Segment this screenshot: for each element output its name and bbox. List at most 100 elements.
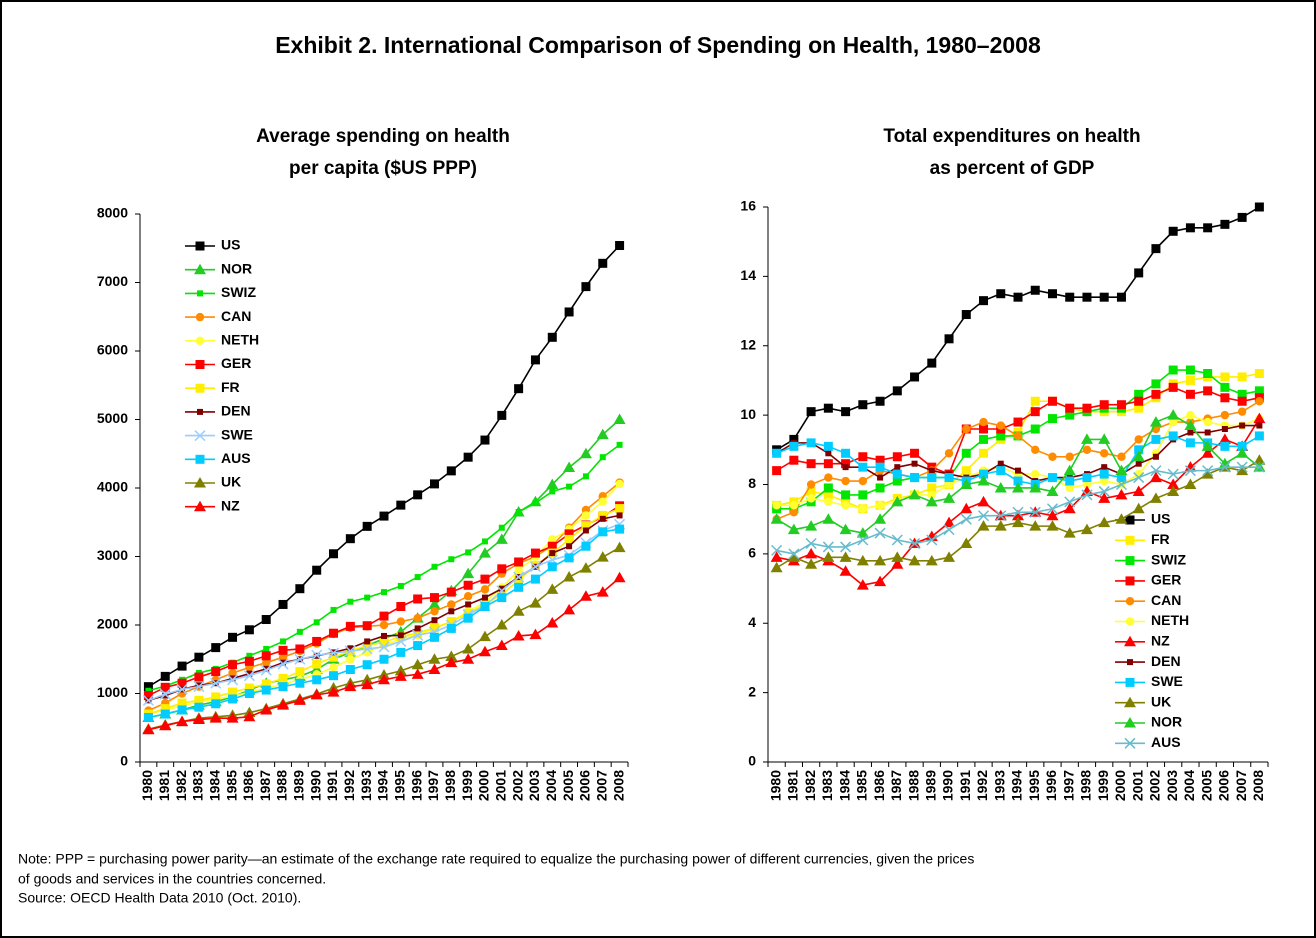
marker xyxy=(327,686,340,697)
marker xyxy=(875,501,885,510)
marker xyxy=(379,511,389,521)
x-tick-label: 2007 xyxy=(1233,770,1249,801)
legend-label: CAN xyxy=(1151,592,1181,608)
marker xyxy=(413,628,423,638)
marker xyxy=(877,474,884,481)
marker xyxy=(313,619,320,626)
marker xyxy=(143,682,153,692)
legend-label: US xyxy=(1151,511,1170,527)
marker xyxy=(839,565,852,576)
marker xyxy=(1167,485,1180,496)
x-tick-label: 1984 xyxy=(206,770,222,801)
marker xyxy=(1220,382,1230,392)
marker xyxy=(1220,219,1230,229)
marker xyxy=(278,599,288,609)
marker xyxy=(839,523,852,535)
marker xyxy=(463,592,473,601)
marker xyxy=(822,551,835,562)
marker xyxy=(414,574,421,581)
marker xyxy=(787,523,800,535)
note-line: Note: PPP = purchasing power parity—an e… xyxy=(18,851,974,867)
x-tick-label: 2005 xyxy=(1198,770,1214,801)
marker xyxy=(194,672,204,682)
marker xyxy=(579,562,592,573)
marker xyxy=(615,479,624,489)
marker xyxy=(211,643,221,653)
x-tick-label: 2004 xyxy=(543,770,559,801)
marker xyxy=(1201,468,1214,479)
marker xyxy=(960,513,972,525)
marker xyxy=(228,660,238,670)
marker xyxy=(277,658,289,670)
marker xyxy=(841,407,851,417)
marker xyxy=(943,551,956,562)
marker xyxy=(1254,202,1264,212)
marker xyxy=(228,632,238,642)
marker xyxy=(771,544,783,556)
marker xyxy=(244,656,254,666)
marker xyxy=(532,500,539,507)
marker xyxy=(345,621,355,631)
marker xyxy=(463,580,473,590)
marker xyxy=(564,307,574,317)
marker xyxy=(1185,375,1195,385)
marker xyxy=(1219,461,1231,473)
legend-label: NOR xyxy=(221,260,252,276)
x-tick-label: 1989 xyxy=(291,770,307,801)
marker xyxy=(142,694,154,706)
y-tick-label: 3000 xyxy=(97,547,128,563)
marker xyxy=(944,480,954,489)
marker xyxy=(979,448,989,458)
marker xyxy=(875,462,885,472)
marker xyxy=(1065,452,1074,461)
marker xyxy=(996,466,1006,476)
marker xyxy=(822,513,835,524)
marker xyxy=(1013,292,1023,302)
marker xyxy=(840,541,852,553)
chart-title: Average spending on health xyxy=(256,126,510,147)
marker xyxy=(977,520,990,531)
marker xyxy=(563,571,576,582)
marker xyxy=(1012,481,1024,493)
marker xyxy=(874,513,887,524)
marker xyxy=(429,593,439,603)
marker xyxy=(446,623,456,633)
marker xyxy=(481,538,488,545)
marker xyxy=(1151,389,1161,399)
marker xyxy=(1168,382,1178,392)
marker xyxy=(841,459,851,469)
marker xyxy=(1080,523,1093,535)
legend-label: NZ xyxy=(221,497,240,513)
legend-label: SWIZ xyxy=(1151,551,1186,567)
marker xyxy=(195,682,202,689)
marker xyxy=(563,461,576,472)
marker xyxy=(1134,445,1144,455)
marker xyxy=(478,547,491,558)
marker xyxy=(1031,469,1040,479)
marker xyxy=(1134,435,1143,444)
marker xyxy=(546,478,559,490)
marker xyxy=(280,638,287,645)
marker xyxy=(979,469,989,479)
marker xyxy=(1239,422,1246,429)
marker xyxy=(445,656,458,668)
marker xyxy=(1167,409,1180,420)
marker xyxy=(944,473,954,483)
marker xyxy=(789,508,799,517)
marker xyxy=(925,554,938,566)
marker xyxy=(892,452,902,462)
marker xyxy=(362,641,372,651)
marker xyxy=(546,616,559,628)
marker xyxy=(856,579,869,590)
marker xyxy=(495,533,508,544)
marker xyxy=(908,554,921,566)
marker xyxy=(195,383,205,393)
marker xyxy=(295,584,305,594)
marker xyxy=(329,628,339,638)
marker xyxy=(293,694,306,705)
marker xyxy=(944,449,954,458)
marker xyxy=(194,430,206,442)
marker xyxy=(841,448,851,458)
legend-label: GER xyxy=(221,355,251,371)
x-tick-label: 1987 xyxy=(888,770,904,801)
